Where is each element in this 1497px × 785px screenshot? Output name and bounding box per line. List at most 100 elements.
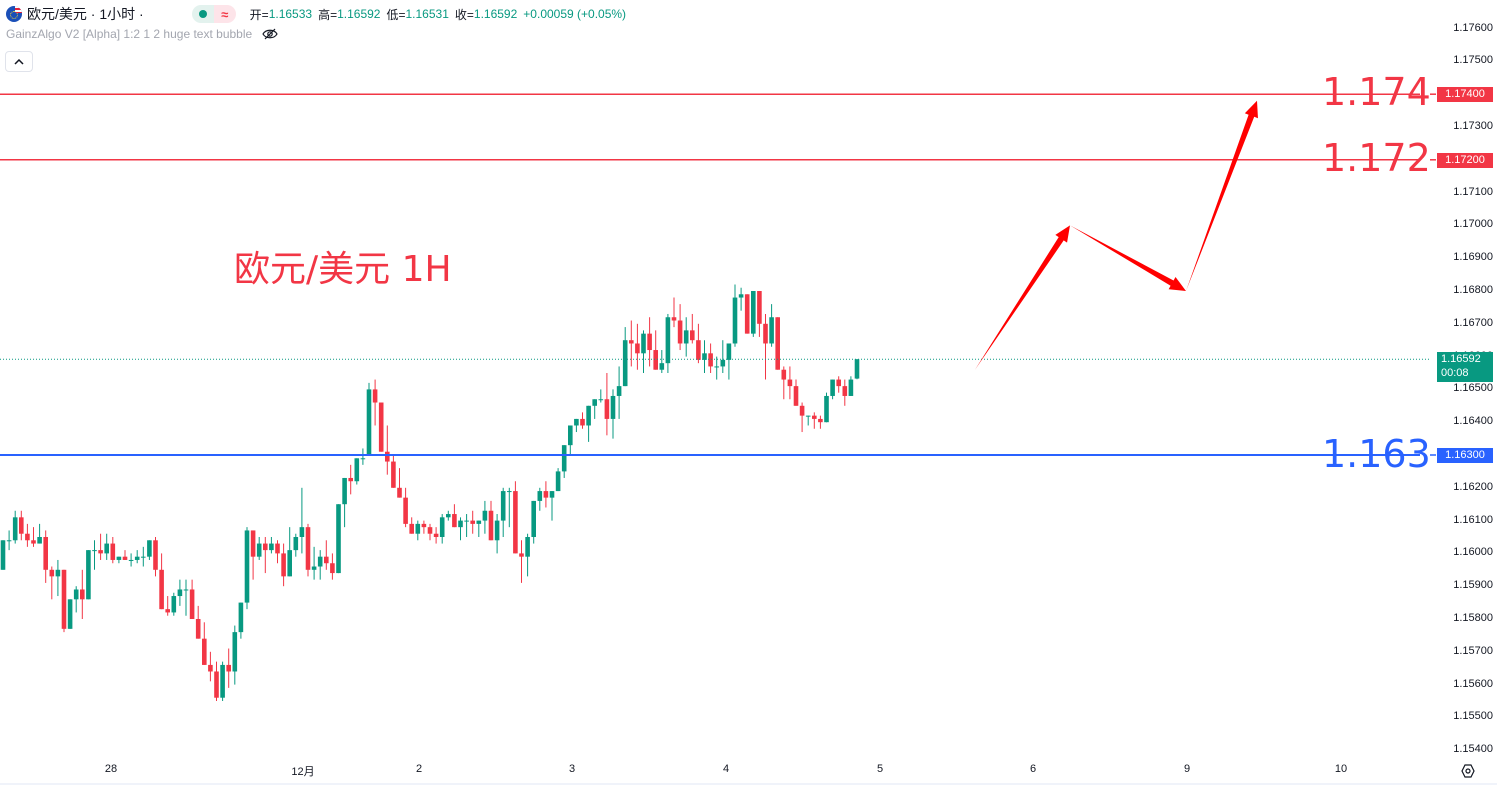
candle bbox=[732, 297, 738, 344]
candle bbox=[67, 599, 73, 629]
candle bbox=[616, 386, 622, 396]
eye-off-icon[interactable] bbox=[262, 28, 278, 40]
candle bbox=[250, 530, 256, 557]
candle bbox=[195, 619, 201, 639]
candle bbox=[482, 510, 488, 521]
projection-arrow[interactable] bbox=[975, 225, 1070, 370]
candle bbox=[141, 556, 146, 558]
candle bbox=[555, 471, 561, 492]
candle bbox=[37, 537, 42, 544]
chart-settings-icon[interactable] bbox=[1460, 763, 1476, 779]
price-axis-tick: 1.15600 bbox=[1453, 677, 1493, 690]
level-label-1172[interactable]: 1.172 bbox=[1322, 136, 1431, 180]
candle bbox=[763, 323, 768, 344]
level-label-1174[interactable]: 1.174 bbox=[1322, 70, 1431, 114]
candle bbox=[446, 514, 451, 518]
candle bbox=[159, 569, 164, 610]
low-value: 1.16531 bbox=[405, 7, 449, 21]
candle bbox=[464, 520, 469, 522]
candle bbox=[263, 543, 268, 551]
chart-annotation-title[interactable]: 欧元/美元 1H bbox=[234, 249, 452, 290]
candle bbox=[635, 343, 640, 354]
projection-arrow[interactable] bbox=[1070, 225, 1186, 291]
candle bbox=[513, 491, 518, 554]
candle bbox=[31, 540, 36, 544]
close-label: 收= bbox=[454, 7, 474, 22]
candle bbox=[629, 340, 634, 344]
candle bbox=[647, 333, 652, 351]
candle bbox=[696, 340, 701, 360]
candle bbox=[214, 671, 219, 698]
time-axis-label: 5 bbox=[876, 763, 884, 775]
price-axis-tick: 1.16900 bbox=[1453, 251, 1493, 264]
candle bbox=[256, 543, 262, 557]
candle bbox=[269, 543, 274, 551]
candle bbox=[49, 569, 55, 577]
price-axis-tick: 1.15400 bbox=[1453, 743, 1493, 756]
candle bbox=[238, 602, 244, 633]
candle bbox=[378, 402, 384, 452]
candle bbox=[208, 664, 213, 672]
candle bbox=[690, 330, 695, 341]
candle bbox=[458, 520, 463, 528]
candle bbox=[604, 399, 610, 419]
candle bbox=[507, 491, 512, 493]
candle bbox=[610, 395, 616, 419]
candle bbox=[702, 353, 707, 360]
candle bbox=[202, 638, 207, 665]
price-axis-tick: 1.16800 bbox=[1453, 284, 1493, 296]
candle bbox=[244, 530, 250, 603]
candle bbox=[171, 596, 177, 613]
collapse-legend-button[interactable] bbox=[5, 51, 33, 72]
candle bbox=[324, 556, 329, 564]
candle bbox=[476, 520, 482, 524]
candle bbox=[751, 291, 756, 334]
chevron-up-icon bbox=[14, 58, 24, 65]
candle bbox=[6, 540, 12, 542]
candle bbox=[757, 291, 762, 324]
candle bbox=[104, 543, 109, 554]
projection-arrow[interactable] bbox=[1186, 100, 1258, 291]
high-label: 高= bbox=[318, 7, 338, 22]
candle bbox=[147, 540, 152, 557]
candle bbox=[311, 566, 317, 570]
candle bbox=[55, 569, 61, 577]
price-axis-tick: 1.17100 bbox=[1453, 185, 1493, 198]
candle bbox=[110, 543, 116, 560]
low-label: 低= bbox=[386, 7, 406, 22]
candle bbox=[494, 520, 500, 541]
level-label-1163[interactable]: 1.163 bbox=[1322, 432, 1431, 476]
time-axis-label: 9 bbox=[1183, 763, 1191, 775]
market-status-pill[interactable]: ≈ bbox=[191, 5, 236, 23]
price-axis-tick: 1.17500 bbox=[1453, 54, 1493, 67]
candle bbox=[568, 425, 573, 446]
candle bbox=[805, 415, 811, 417]
candle bbox=[366, 389, 372, 455]
price-axis-tick: 1.16000 bbox=[1453, 546, 1493, 559]
candle bbox=[793, 386, 799, 406]
symbol-title[interactable]: 欧元/美元 · 1小时 · bbox=[27, 6, 144, 22]
projection-arrows[interactable] bbox=[975, 100, 1258, 370]
candle bbox=[842, 386, 848, 396]
candle bbox=[415, 523, 421, 534]
time-axis-label: 2 bbox=[415, 763, 423, 775]
close-value: 1.16592 bbox=[473, 7, 518, 21]
price-axis-tick: 1.17000 bbox=[1453, 218, 1493, 231]
candle bbox=[598, 399, 604, 401]
candle bbox=[769, 317, 774, 344]
candle bbox=[677, 320, 683, 344]
candle bbox=[330, 563, 335, 574]
market-open-dot-icon bbox=[198, 10, 207, 18]
candle bbox=[287, 550, 292, 577]
price-tag-1172: 1.17200 bbox=[1437, 152, 1493, 168]
candle bbox=[92, 550, 97, 552]
candle bbox=[775, 317, 780, 370]
bar-countdown: 00:08 bbox=[1441, 367, 1469, 379]
indicator-legend[interactable]: GainzAlgo V2 [Alpha] 1:2 1 2 huge text b… bbox=[6, 27, 278, 41]
time-axis-label: 3 bbox=[568, 763, 576, 775]
time-axis-label: 6 bbox=[1029, 763, 1037, 775]
candle bbox=[372, 389, 378, 403]
candle bbox=[433, 533, 439, 537]
candle bbox=[317, 556, 323, 567]
